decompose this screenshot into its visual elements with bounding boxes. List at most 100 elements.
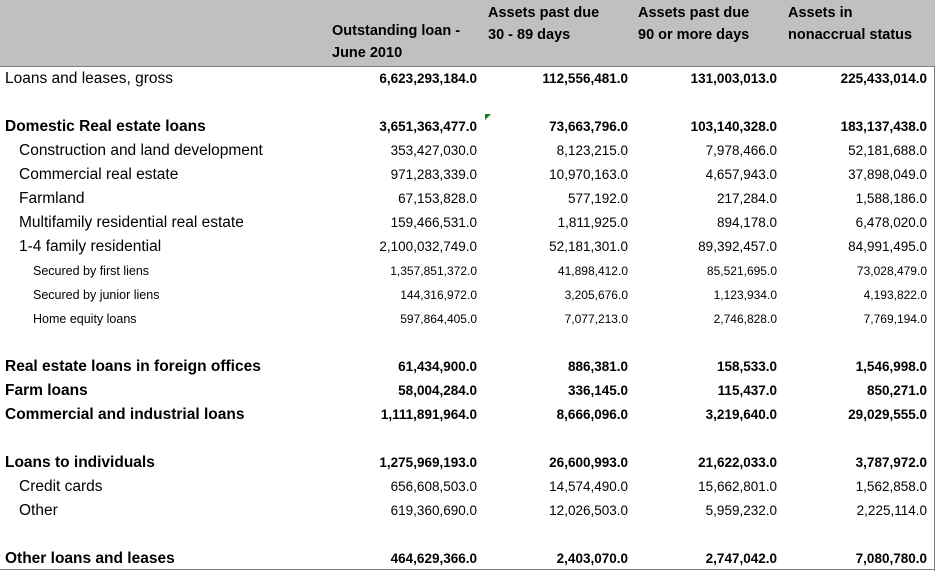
cell-nonaccrual[interactable]: 1,588,186.0 [855,191,927,206]
cell-nonaccrual[interactable]: 7,769,194.0 [863,312,927,326]
cell-nonaccrual[interactable]: 52,181,688.0 [848,143,927,158]
cell-nonaccrual[interactable]: 6,478,020.0 [855,215,927,230]
table-row[interactable]: Other loans and leases 464,629,366.0 2,4… [0,547,935,571]
cell-outstanding[interactable]: 971,283,339.0 [390,167,477,182]
cell-nonaccrual[interactable]: 183,137,438.0 [840,119,927,134]
table-row[interactable]: Loans and leases, gross 6,623,293,184.0 … [0,67,935,91]
cell-past-due-30-89[interactable]: 112,556,481.0 [542,71,628,86]
cell-outstanding[interactable]: 159,466,531.0 [390,215,477,230]
cell-outstanding[interactable]: 597,864,405.0 [400,312,477,326]
table-row[interactable]: Other 619,360,690.0 12,026,503.0 5,959,2… [0,499,935,523]
cell-nonaccrual[interactable]: 850,271.0 [866,383,927,398]
cell-nonaccrual[interactable]: 84,991,495.0 [848,239,927,254]
cell-nonaccrual[interactable]: 2,225,114.0 [856,503,927,518]
table-row[interactable]: Multifamily residential real estate 159,… [0,211,935,235]
cell-nonaccrual[interactable]: 1,562,858.0 [855,479,927,494]
cell-nonaccrual[interactable]: 3,787,972.0 [855,455,927,470]
cell-past-due-30-89[interactable]: 2,403,070.0 [556,551,628,566]
cell-outstanding[interactable]: 464,629,366.0 [390,551,477,566]
header-past-due-90-plus[interactable]: Assets past due 90 or more days [638,2,749,46]
cell-past-due-30-89[interactable]: 73,663,796.0 [549,119,628,134]
table-row[interactable]: Farm loans 58,004,284.0 336,145.0 115,43… [0,379,935,403]
row-label: Secured by junior liens [33,288,160,302]
cell-nonaccrual[interactable]: 73,028,479.0 [856,264,927,278]
table-row[interactable]: Loans to individuals 1,275,969,193.0 26,… [0,451,935,475]
header-outstanding-loan[interactable]: Outstanding loan - June 2010 [332,20,460,64]
cell-outstanding[interactable]: 61,434,900.0 [398,359,477,374]
cell-outstanding[interactable]: 144,316,972.0 [400,288,477,302]
cell-past-due-90[interactable]: 2,746,828.0 [713,312,777,326]
header-line: Assets past due [638,5,750,21]
table-row[interactable]: Construction and land development 353,42… [0,139,935,163]
cell-past-due-30-89[interactable]: 26,600,993.0 [549,455,628,470]
cell-outstanding[interactable]: 3,651,363,477.0 [379,119,477,134]
cell-past-due-30-89[interactable]: 8,666,096.0 [556,407,628,422]
header-nonaccrual[interactable]: Assets in nonaccrual status [788,2,912,46]
row-label: Construction and land development [19,142,263,159]
cell-past-due-30-89[interactable]: 3,205,676.0 [564,288,628,302]
cell-past-due-90[interactable]: 103,140,328.0 [690,119,777,134]
cell-outstanding[interactable]: 353,427,030.0 [390,143,477,158]
cell-past-due-90[interactable]: 5,959,232.0 [705,503,777,518]
cell-past-due-90[interactable]: 158,533.0 [716,359,777,374]
cell-past-due-90[interactable]: 4,657,943.0 [705,167,777,182]
cell-outstanding[interactable]: 2,100,032,749.0 [379,239,477,254]
table-row[interactable]: Real estate loans in foreign offices 61,… [0,355,935,379]
header-line: 90 or more days [638,27,750,43]
cell-nonaccrual[interactable]: 225,433,014.0 [840,71,927,86]
row-label: Other loans and leases [5,550,175,567]
cell-past-due-30-89[interactable]: 336,145.0 [567,383,628,398]
row-label: Home equity loans [33,312,137,326]
table-row[interactable]: 1-4 family residential 2,100,032,749.0 5… [0,235,935,259]
row-label: Farm loans [5,382,88,399]
cell-outstanding[interactable]: 67,153,828.0 [398,191,477,206]
cell-nonaccrual[interactable]: 37,898,049.0 [848,167,927,182]
row-label: Domestic Real estate loans [5,118,206,135]
cell-past-due-30-89[interactable]: 1,811,925.0 [557,215,628,230]
table-row[interactable]: Commercial and industrial loans 1,111,89… [0,403,935,427]
cell-outstanding[interactable]: 58,004,284.0 [398,383,477,398]
cell-past-due-30-89[interactable]: 41,898,412.0 [557,264,628,278]
table-row[interactable]: Secured by first liens 1,357,851,372.0 4… [0,259,935,283]
cell-nonaccrual[interactable]: 29,029,555.0 [848,407,927,422]
cell-past-due-90[interactable]: 89,392,457.0 [698,239,777,254]
bottom-border [0,569,935,570]
table-row[interactable]: Home equity loans 597,864,405.0 7,077,21… [0,307,935,331]
cell-past-due-90[interactable]: 115,437.0 [717,383,777,398]
cell-past-due-90[interactable]: 894,178.0 [716,215,777,230]
cell-outstanding[interactable]: 656,608,503.0 [390,479,477,494]
cell-past-due-30-89[interactable]: 7,077,213.0 [564,312,628,326]
cell-outstanding[interactable]: 619,360,690.0 [390,503,477,518]
table-row[interactable]: Credit cards 656,608,503.0 14,574,490.0 … [0,475,935,499]
cell-past-due-90[interactable]: 85,521,695.0 [706,264,777,278]
cell-past-due-30-89[interactable]: 14,574,490.0 [549,479,628,494]
cell-outstanding[interactable]: 1,275,969,193.0 [379,455,477,470]
cell-outstanding[interactable]: 1,357,851,372.0 [390,264,477,278]
cell-past-due-90[interactable]: 217,284.0 [716,191,777,206]
cell-nonaccrual[interactable]: 1,546,998.0 [855,359,927,374]
cell-past-due-90[interactable]: 7,978,466.0 [705,143,777,158]
cell-past-due-90[interactable]: 1,123,934.0 [713,288,777,302]
cell-past-due-90[interactable]: 15,662,801.0 [698,479,777,494]
table-row[interactable]: Domestic Real estate loans 3,651,363,477… [0,115,935,139]
cell-outstanding[interactable]: 1,111,891,964.0 [380,407,477,422]
cell-past-due-90[interactable]: 21,622,033.0 [698,455,777,470]
cell-past-due-30-89[interactable]: 577,192.0 [567,191,628,206]
cell-past-due-90[interactable]: 3,219,640.0 [705,407,777,422]
table-row[interactable]: Farmland 67,153,828.0 577,192.0 217,284.… [0,187,935,211]
cell-past-due-30-89[interactable]: 10,970,163.0 [549,167,628,182]
cell-past-due-90[interactable]: 131,003,013.0 [690,71,777,86]
cell-past-due-90[interactable]: 2,747,042.0 [705,551,777,566]
cell-past-due-30-89[interactable]: 8,123,215.0 [556,143,628,158]
cell-nonaccrual[interactable]: 7,080,780.0 [855,551,927,566]
header-line: June 2010 [332,45,403,61]
cell-past-due-30-89[interactable]: 52,181,301.0 [549,239,628,254]
row-label: Loans and leases, gross [5,70,174,87]
cell-past-due-30-89[interactable]: 12,026,503.0 [549,503,628,518]
cell-nonaccrual[interactable]: 4,193,822.0 [863,288,927,302]
cell-outstanding[interactable]: 6,623,293,184.0 [379,71,477,86]
cell-past-due-30-89[interactable]: 886,381.0 [567,359,628,374]
table-row[interactable]: Secured by junior liens 144,316,972.0 3,… [0,283,935,307]
header-past-due-30-89[interactable]: Assets past due 30 - 89 days [488,2,599,46]
table-row[interactable]: Commercial real estate 971,283,339.0 10,… [0,163,935,187]
